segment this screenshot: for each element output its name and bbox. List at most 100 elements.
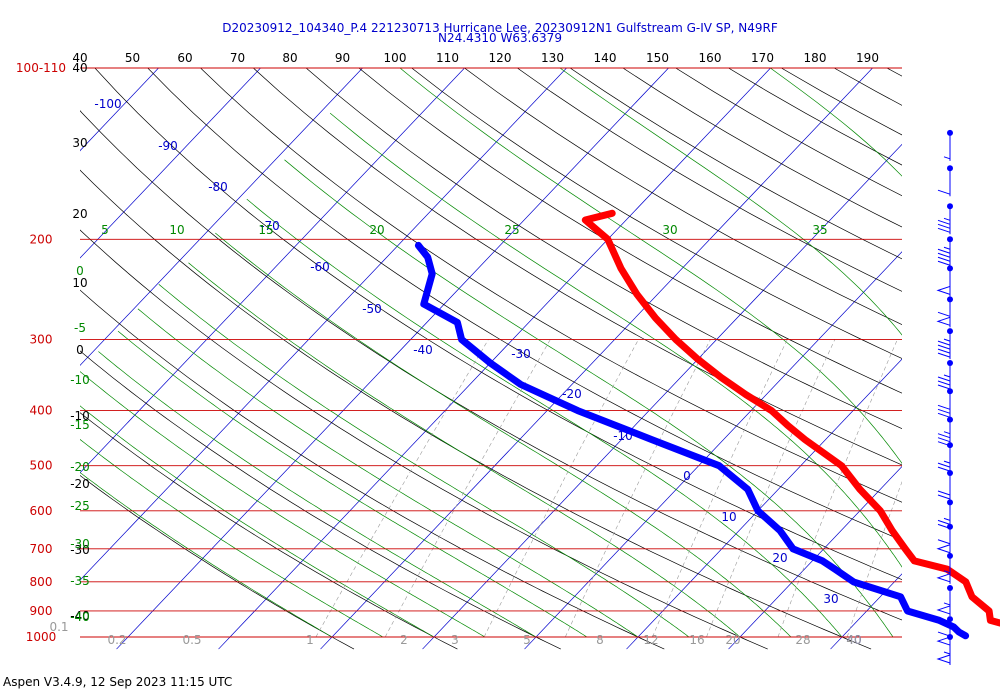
wind-barb-feather: [937, 352, 951, 358]
mixing-ratio-lines: [315, 339, 902, 638]
mixing-ratio-line: [384, 339, 551, 638]
moist-adiabat-line: [98, 351, 537, 638]
pressure-label: 1000: [26, 630, 57, 644]
isotherm-line: [218, 68, 772, 650]
top-scale-label: 80: [282, 51, 297, 65]
moist-adiabat-line: [158, 284, 690, 638]
wind-barb-half-feather: [943, 338, 951, 342]
temperature-trace: [581, 209, 1000, 627]
left-scale-label: 0: [76, 343, 84, 357]
wind-barb-point: [947, 236, 953, 243]
wind-barb-feather: [937, 384, 951, 390]
dry-adiabat-line: [80, 289, 665, 650]
isotherm-line: [728, 465, 902, 650]
wind-barb-feather: [937, 462, 951, 468]
wind-barb-pennant: [936, 654, 951, 664]
mixing-ratio-line: [846, 480, 902, 638]
moist-adiabat-label: -35: [70, 574, 90, 588]
pressure-label: 600: [30, 504, 53, 518]
top-scale-label: 70: [230, 51, 245, 65]
mixing-ratio-line: [483, 339, 639, 638]
dry-adiabat-line: [358, 68, 902, 394]
chart-title-line1: D20230912_104340_P.4 221230713 Hurricane…: [222, 21, 778, 35]
isotherm-label: -70: [260, 219, 280, 233]
top-scale-label: 60: [177, 51, 192, 65]
isotherm-label: -100: [94, 97, 121, 111]
top-scale-label: 50: [125, 51, 140, 65]
wind-barbs: [936, 129, 953, 665]
wind-barb-point: [947, 523, 953, 530]
wind-barb-half-feather: [943, 246, 951, 250]
moist-adiabat-lines: [80, 68, 902, 638]
wind-barb-feather: [937, 256, 951, 262]
wind-barb-feather: [937, 227, 951, 233]
footer-version: Aspen V3.4.9, 12 Sep 2023 11:15 UTC: [3, 675, 233, 689]
mixing-ratio-label: 16: [689, 633, 704, 647]
moist-adiabat-line: [329, 112, 902, 568]
dry-adiabat-line: [80, 169, 872, 650]
isotherm-label: -50: [362, 302, 382, 316]
isotherm-label: -80: [208, 180, 228, 194]
moist-adiabat-label: -20: [70, 460, 90, 474]
wind-barb-feather: [937, 519, 951, 525]
moist-adiabat-line: [80, 472, 333, 638]
moist-adiabat-line: [559, 68, 902, 336]
mixing-ratio-label: 5: [523, 633, 531, 647]
isotherm-line: [80, 68, 160, 152]
dry-adiabat-line: [463, 68, 902, 325]
isotherm-line: [626, 358, 902, 650]
isotherm-label: 10: [721, 510, 736, 524]
left-scale-label: 40: [72, 61, 87, 75]
top-scale-label: 160: [699, 51, 722, 65]
mixing-ratio-label: 3: [451, 633, 459, 647]
wind-barb-feather: [937, 223, 951, 229]
left-scale-label: -10: [70, 409, 90, 423]
mixing-ratio-label: 1: [306, 633, 314, 647]
wind-barb-feather: [937, 490, 951, 496]
dry-adiabat-line: [80, 475, 355, 650]
chart-title-line2: N24.4310 W63.6379: [438, 31, 562, 45]
mixing-ratio-label: 20: [725, 633, 740, 647]
mixing-ratio-label: 12: [643, 633, 658, 647]
isotherm-label: -40: [413, 343, 433, 357]
moist-adiabat-line: [246, 198, 843, 638]
isotherm-label: -60: [310, 260, 330, 274]
mixing-ratio-label: 2: [400, 633, 408, 647]
wind-barb-half-feather: [943, 602, 951, 606]
isotherm-label: 0: [683, 469, 691, 483]
pressure-label: 900: [30, 604, 53, 618]
wind-barb-point: [947, 616, 953, 623]
wind-barb-feather: [937, 380, 951, 386]
mixing-ratio-line: [565, 339, 711, 638]
moist-adiabat-label: 5: [101, 223, 109, 237]
moist-adiabat-line: [80, 405, 435, 638]
dry-adiabat-line: [80, 412, 458, 650]
isotherm-line: [80, 68, 568, 581]
top-scale-label: 100: [384, 51, 407, 65]
moist-adiabat-label: 0: [76, 264, 84, 278]
wind-barb-pennant: [936, 544, 951, 554]
wind-barb-point: [947, 203, 953, 210]
dry-adiabat-line: [147, 68, 902, 541]
dry-adiabat-line: [200, 68, 902, 503]
wind-barb-feather: [937, 404, 951, 410]
pressure-label: 800: [30, 575, 53, 589]
wind-barb-point: [947, 552, 953, 559]
isotherm-label: 20: [772, 551, 787, 565]
top-scale-label: 130: [541, 51, 564, 65]
wind-barb-half-feather: [943, 651, 951, 655]
top-scale-label: 170: [751, 51, 774, 65]
wind-barb-point: [947, 416, 953, 423]
wind-barb-point: [947, 584, 953, 591]
top-scale-label: 120: [489, 51, 512, 65]
wind-barb-feather: [937, 433, 951, 439]
wind-barb-feather: [937, 376, 951, 382]
mixing-ratio-line: [315, 339, 489, 638]
pressure-label: 700: [30, 542, 53, 556]
mixing-ratio-label: 40: [846, 633, 861, 647]
dry-adiabat-line: [516, 68, 902, 292]
wind-barb-half-feather: [943, 374, 951, 378]
dry-adiabat-line: [411, 68, 902, 359]
wind-barb-half-feather: [943, 570, 951, 574]
